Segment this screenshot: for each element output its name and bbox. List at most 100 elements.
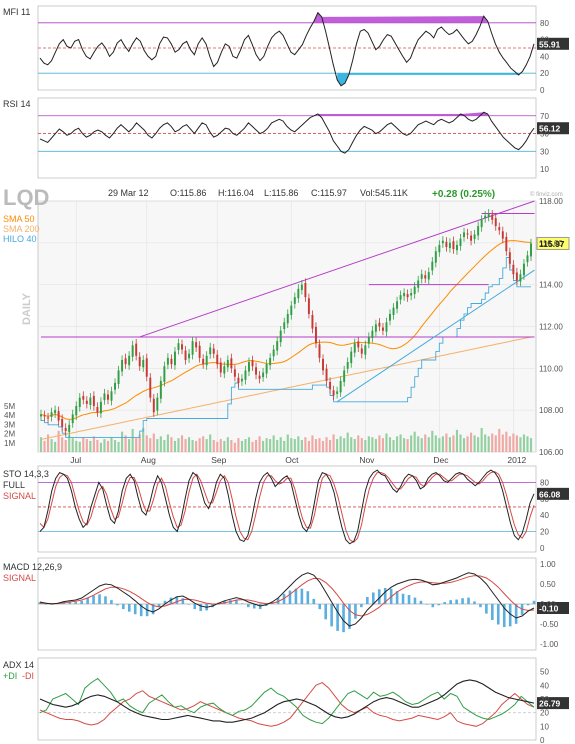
volume-bar xyxy=(145,435,148,452)
sto-last-value-box xyxy=(537,487,569,500)
candle-body xyxy=(166,357,169,365)
candle-body xyxy=(145,358,148,377)
volume-bar xyxy=(353,439,356,452)
macd-histogram-bar xyxy=(449,600,452,604)
volume-bar xyxy=(202,436,205,452)
volume-bar xyxy=(152,433,155,452)
panel-0-tick-label: 60 xyxy=(540,36,549,45)
adx-di-plus-label: +DI xyxy=(3,671,17,681)
candle-body xyxy=(427,272,430,280)
volume-bar xyxy=(505,431,508,452)
macd-histogram-bar xyxy=(330,604,333,627)
volume-bar xyxy=(61,437,64,452)
volume-bar xyxy=(339,436,342,452)
volume-bar xyxy=(262,440,265,452)
macd-histogram-bar xyxy=(122,604,125,610)
volume-bar xyxy=(462,438,466,452)
panel-4-tick-label: 0.00 xyxy=(540,600,556,609)
volume-bar xyxy=(166,434,169,452)
volume-bar xyxy=(388,437,392,452)
macd-histogram-bar xyxy=(193,604,197,610)
candle-body xyxy=(336,391,339,394)
candle-body xyxy=(480,219,483,228)
volume-bar xyxy=(39,437,43,452)
volume-bar xyxy=(399,434,402,452)
candle-body xyxy=(255,367,258,375)
volume-bar xyxy=(89,440,92,452)
volume-bar xyxy=(487,436,490,452)
volume-tick-label: 3M xyxy=(4,420,15,429)
candle-body xyxy=(526,255,529,263)
candle-body xyxy=(89,397,92,405)
volume-bar xyxy=(124,435,127,452)
candle-body xyxy=(396,301,399,309)
macd-histogram-bar xyxy=(80,600,83,604)
panel-5-tick-label: 30 xyxy=(540,695,549,704)
volume-bar xyxy=(163,440,166,452)
candle-body xyxy=(522,263,525,276)
macd-histogram-bar xyxy=(163,600,167,604)
macd-histogram-bar xyxy=(288,590,292,604)
macd-histogram-bar xyxy=(312,598,316,604)
volume-bar xyxy=(240,440,244,452)
sto-signal-label: SIGNAL xyxy=(3,491,36,501)
candle-body xyxy=(57,411,60,421)
candle-body xyxy=(438,244,441,253)
candle-body xyxy=(463,232,465,237)
volume-bar xyxy=(128,439,131,452)
macd-histogram-bar xyxy=(348,604,351,629)
header-volume: Vol:545.11K xyxy=(360,188,408,198)
macd-histogram-bar xyxy=(401,593,405,604)
volume-bar xyxy=(508,436,511,452)
volume-bar xyxy=(46,434,50,452)
macd-histogram-bar xyxy=(419,600,423,604)
macd-histogram-bar xyxy=(354,604,357,619)
volume-bar xyxy=(491,433,494,452)
candle-body xyxy=(233,369,236,377)
volume-bar xyxy=(75,440,78,452)
candle-body xyxy=(413,286,416,295)
price-tick-label: 108.00 xyxy=(539,406,564,415)
volume-bar xyxy=(117,441,120,452)
volume-bar xyxy=(283,440,286,452)
volume-bar xyxy=(381,438,385,452)
volume-bar xyxy=(131,428,134,452)
volume-bar xyxy=(360,438,363,452)
macd-histogram-bar xyxy=(175,596,179,604)
volume-bar xyxy=(448,437,451,452)
candle-body xyxy=(223,366,226,374)
volume-bar xyxy=(173,440,177,452)
candle-body xyxy=(459,238,462,246)
candle-body xyxy=(512,264,515,275)
trendline-4 xyxy=(336,269,535,403)
volume-bar xyxy=(445,433,448,452)
sto-signal-line xyxy=(39,471,535,543)
candle-body xyxy=(487,213,490,217)
volume-bar xyxy=(374,439,377,452)
adx-name-label: ADX 14 xyxy=(3,660,34,670)
volume-tick-label: 4M xyxy=(4,411,15,420)
panel-5-tick-label: 50 xyxy=(540,668,549,677)
volume-bar xyxy=(205,439,208,452)
candle-body xyxy=(346,362,349,369)
macd-histogram-bar xyxy=(324,604,327,620)
volume-bar xyxy=(159,436,162,452)
volume-bar xyxy=(265,438,268,452)
volume-bar xyxy=(106,440,110,452)
volume-bar xyxy=(297,436,300,452)
panel-5-tick-label: 20 xyxy=(540,709,549,718)
candle-body xyxy=(477,226,480,236)
panel-3-tick-label: 40 xyxy=(540,511,549,520)
macd-histogram-bar xyxy=(532,600,536,604)
volume-bar xyxy=(71,438,74,452)
macd-histogram-bar xyxy=(336,604,339,631)
volume-bar xyxy=(251,441,254,452)
candle-body xyxy=(61,418,64,427)
candle-body xyxy=(385,322,388,332)
volume-bar xyxy=(364,440,367,452)
macd-histogram-bar xyxy=(342,604,345,633)
macd-histogram-bar xyxy=(252,604,256,609)
macd-histogram-bar xyxy=(360,604,363,608)
candle-body xyxy=(304,282,307,298)
macd-histogram-bar xyxy=(127,604,131,612)
